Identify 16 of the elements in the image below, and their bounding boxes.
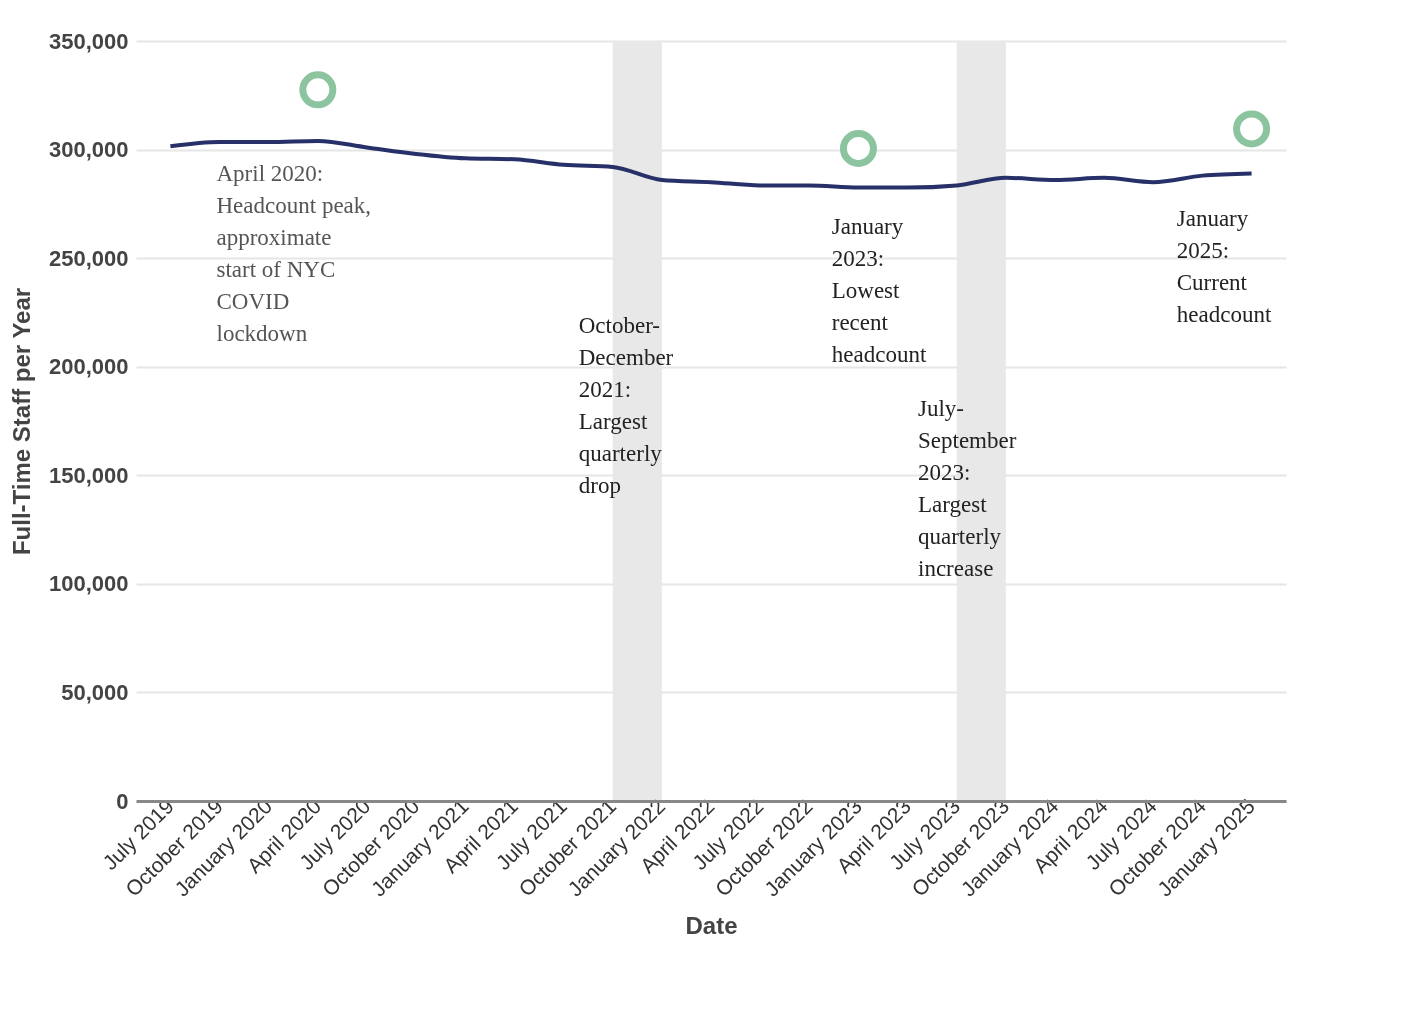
y-tick-label: 350,000 [48,28,129,54]
y-tick-label: 0 [116,788,129,814]
y-tick-label: 250,000 [48,245,129,271]
annotation: January 2023: Lowest recent headcount [831,213,927,367]
annotation: July- September 2023: Largest quarterly increase [918,396,1017,582]
y-tick-label: 200,000 [48,354,129,380]
y-tick-label: 100,000 [48,571,129,597]
y-tick-label: 50,000 [61,679,129,705]
x-axis-title: Date [685,911,738,939]
annotation: April 2020: Headcount peak, approximate start of NYC COVID lockdown [216,160,372,346]
y-tick-label: 150,000 [48,462,129,488]
y-tick-label: 300,000 [48,137,129,163]
y-axis-title: Full-Time Staff per Year [7,287,35,556]
line-series [168,138,1254,190]
annotation: January 2025: Current headcount [1176,206,1272,328]
annotation: October- December 2021: Largest quarterly drop [578,312,674,498]
